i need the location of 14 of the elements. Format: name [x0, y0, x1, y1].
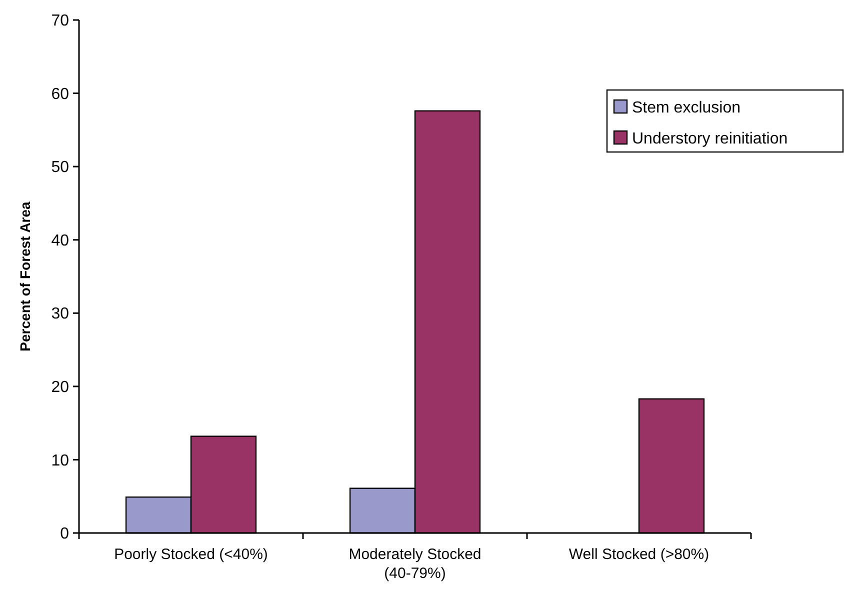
- y-tick-label: 60: [51, 86, 70, 103]
- x-tick-label: Poorly Stocked (<40%): [114, 546, 268, 563]
- y-tick-label: 20: [51, 379, 70, 396]
- x-tick-label: Well Stocked (>80%): [568, 546, 710, 563]
- x-tick-label: Moderately Stocked (40-79%): [348, 546, 482, 582]
- y-axis-title: Percent of Forest Area: [17, 201, 33, 352]
- y-tick-label: 30: [51, 306, 70, 323]
- y-tick-label: 0: [60, 526, 70, 543]
- y-tick-label: 70: [51, 12, 70, 30]
- y-tick-label: 40: [51, 232, 70, 250]
- legend-label: Understory reinitiation: [632, 130, 788, 148]
- legend-label: Stem exclusion: [632, 100, 740, 117]
- y-tick-label: 10: [51, 452, 70, 470]
- y-tick-label: 50: [51, 159, 70, 176]
